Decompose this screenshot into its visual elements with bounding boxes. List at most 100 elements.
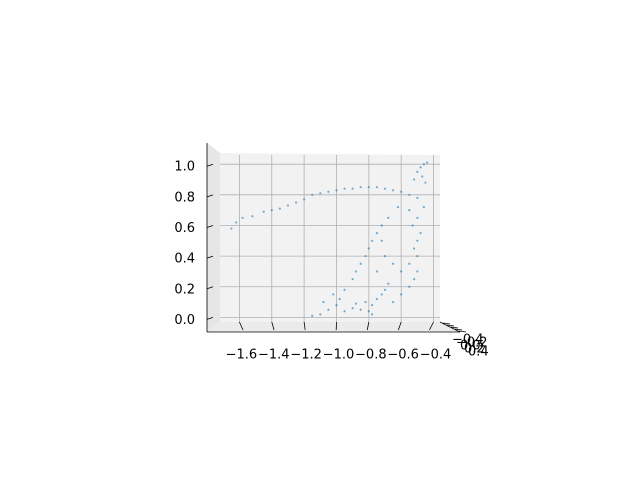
point: [351, 307, 354, 310]
z-tick-label: 0.6: [174, 221, 195, 236]
point: [359, 186, 362, 189]
point: [416, 270, 419, 273]
x-tick-label: −0.4: [420, 348, 452, 363]
point: [294, 201, 298, 204]
point: [375, 186, 379, 189]
point: [380, 224, 383, 227]
x-tick-label: −1.0: [323, 348, 355, 363]
z-tick-label: 0.2: [174, 282, 195, 297]
y-tick-label: −0.2: [456, 336, 488, 351]
point: [383, 288, 387, 291]
point: [387, 282, 390, 285]
y-tick: [450, 326, 459, 329]
point: [408, 193, 411, 196]
y-tick: [454, 328, 463, 331]
x-tick: [239, 321, 244, 331]
point: [303, 198, 306, 201]
point: [354, 270, 357, 273]
x-tick-label: −0.6: [387, 348, 419, 363]
point: [367, 247, 370, 250]
y-tick: [446, 324, 455, 327]
point: [351, 187, 354, 190]
point: [332, 293, 335, 296]
point: [327, 308, 330, 311]
point: [419, 232, 422, 235]
point: [338, 297, 341, 301]
point: [319, 192, 322, 195]
point: [370, 239, 374, 242]
z-tick-label: 0.0: [174, 313, 195, 328]
point: [383, 187, 387, 190]
z-tick-label: 0.8: [174, 190, 195, 205]
point: [421, 175, 424, 178]
z-tick: [206, 194, 214, 198]
x-tick-label: −0.8: [355, 348, 387, 363]
y-tick-label: 0.2: [464, 342, 485, 357]
point: [367, 186, 370, 189]
point: [400, 270, 403, 273]
point: [235, 221, 238, 224]
point: [375, 297, 379, 301]
point: [422, 205, 425, 209]
point: [425, 161, 429, 164]
point: [335, 304, 338, 307]
point: [262, 210, 265, 213]
point: [359, 262, 362, 265]
point: [422, 163, 425, 166]
point: [286, 204, 290, 207]
point: [364, 300, 367, 304]
point: [327, 190, 330, 193]
point: [364, 255, 367, 258]
point: [408, 285, 411, 288]
y-tick: [458, 330, 467, 333]
point: [380, 239, 383, 242]
point: [411, 224, 414, 227]
point: [278, 207, 281, 210]
point: [251, 215, 254, 218]
point: [343, 310, 346, 313]
point: [419, 166, 422, 169]
point: [343, 187, 346, 190]
point: [367, 310, 370, 313]
point: [391, 262, 395, 265]
point: [375, 270, 379, 273]
y-tick-label: −0.4: [452, 333, 484, 348]
z-tick-label: 1.0: [174, 160, 195, 175]
point: [408, 209, 411, 212]
point: [370, 313, 374, 316]
z-tick: [206, 286, 214, 290]
z-tick: [206, 255, 214, 259]
point: [319, 313, 322, 316]
point: [335, 189, 338, 192]
x-tick: [397, 321, 402, 331]
point: [391, 300, 395, 304]
x-tick: [429, 321, 434, 331]
point: [375, 232, 379, 235]
floor-pane: [207, 322, 460, 332]
point: [354, 302, 357, 305]
side-pane: [207, 143, 220, 332]
x-tick-label: −1.6: [226, 348, 258, 363]
point: [383, 255, 387, 258]
x-tick: [271, 321, 275, 331]
point: [413, 178, 416, 181]
back-pane: [220, 153, 440, 322]
point: [413, 247, 416, 250]
z-tick: [206, 225, 214, 228]
point: [416, 216, 419, 219]
point: [387, 216, 390, 219]
z-tick: [206, 317, 214, 320]
point: [241, 216, 244, 219]
x-tick-label: −1.4: [258, 348, 290, 363]
point: [351, 278, 354, 281]
z-tick: [206, 163, 214, 167]
point: [416, 170, 419, 173]
point: [396, 205, 400, 209]
point: [408, 262, 411, 265]
point: [424, 181, 427, 184]
point: [400, 190, 403, 193]
point: [413, 278, 416, 281]
point: [416, 196, 419, 199]
point: [416, 239, 419, 242]
point: [359, 308, 362, 311]
